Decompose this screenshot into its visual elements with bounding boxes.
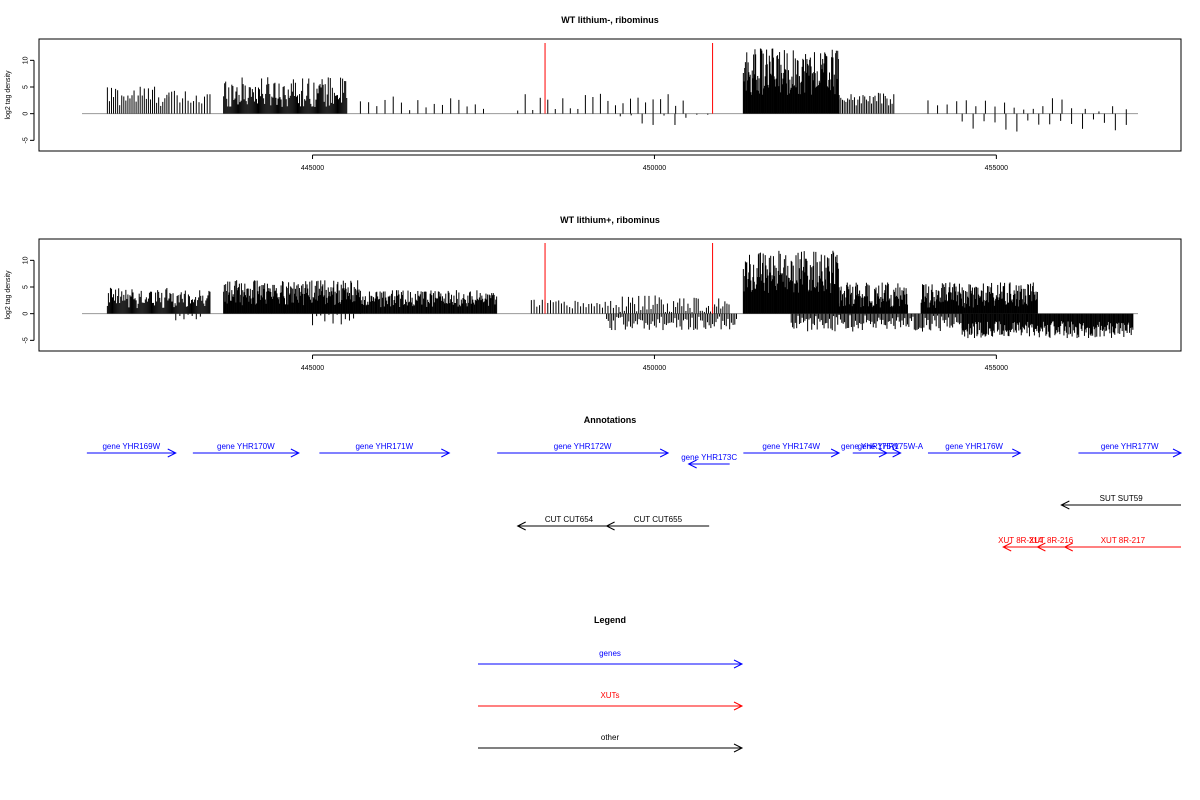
legend-item: genes	[478, 649, 744, 669]
annotation-feature: gene YHR171W	[319, 442, 451, 458]
annotation-features: gene YHR169W gene YHR170W gene YHR171W gene…	[86, 442, 1183, 552]
plot-frame	[38, 238, 1182, 352]
feature-arrowhead	[290, 448, 300, 458]
legend-label: genes	[599, 649, 621, 658]
feature-label: CUT CUT655	[634, 515, 683, 524]
x-tick-label: 455000	[985, 365, 1008, 372]
x-tick-label: 450000	[643, 165, 666, 172]
y-tick-label: 10	[23, 256, 30, 264]
annotation-feature: gene YHR170W	[192, 442, 300, 458]
feature-label: XUT 8R-217	[1101, 536, 1146, 545]
feature-arrowhead	[1012, 448, 1022, 458]
feature-arrowhead	[1060, 500, 1070, 510]
annotation-feature: gene YHR177W	[1078, 442, 1183, 458]
legend-item: other	[478, 733, 744, 753]
annotation-feature: XUT 8R-214	[998, 536, 1043, 552]
annotation-feature: gene YHR169W	[86, 442, 177, 458]
feature-label: gene YHR176W	[945, 442, 1003, 451]
feature-label: gene YHR175W-A	[858, 442, 924, 451]
legend-items: genes XUTs other	[478, 649, 744, 753]
feature-label: XUT 8R-214	[998, 536, 1043, 545]
y-tick-label: 0	[23, 112, 30, 116]
annotation-feature: CUT CUT654	[516, 515, 621, 531]
feature-label: SUT SUT59	[1100, 494, 1144, 503]
plot-frame	[38, 38, 1182, 152]
x-tick-label: 450000	[643, 365, 666, 372]
density-panel-lithium-plus: WT lithium+, ribominus log2 tag density …	[5, 215, 1182, 372]
bars-group	[82, 43, 1138, 132]
annotation-feature: CUT CUT655	[605, 515, 710, 531]
y-tick-label: -5	[23, 337, 30, 343]
y-axis-label: log2 tag density	[5, 70, 12, 120]
y-axis: -5 0 5 10	[23, 56, 35, 143]
bars-group	[82, 243, 1138, 339]
legend-arrowhead	[733, 659, 744, 669]
feature-label: gene YHR175W	[841, 442, 899, 451]
x-tick-label: 455000	[985, 165, 1008, 172]
y-axis-label: log2 tag density	[5, 270, 12, 320]
feature-label: gene YHR170W	[217, 442, 275, 451]
feature-arrowhead	[687, 459, 697, 469]
annotation-feature: gene YHR173C	[681, 453, 737, 469]
feature-arrowhead	[659, 448, 670, 458]
legend-label: other	[601, 733, 620, 742]
feature-arrowhead	[1036, 542, 1046, 552]
feature-label: gene YHR172W	[554, 442, 612, 451]
x-tick-label: 445000	[301, 365, 324, 372]
y-axis: -5 0 5 10	[23, 256, 35, 343]
legend-item: XUTs	[478, 691, 744, 711]
feature-arrowhead	[441, 448, 451, 458]
feature-arrowhead	[1172, 448, 1183, 458]
annotations-track: Annotations gene YHR169W gene YHR170W gene…	[86, 415, 1183, 552]
feature-arrowhead	[167, 448, 177, 458]
legend-label: XUTs	[600, 691, 619, 700]
annotation-feature: SUT SUT59	[1060, 494, 1181, 510]
annotation-feature: gene YHR175W-A	[858, 442, 924, 458]
feature-arrowhead	[830, 448, 841, 458]
annotation-feature: gene YHR176W	[927, 442, 1022, 458]
annotation-feature: XUT 8R-217	[1063, 536, 1181, 552]
feature-label: gene YHR174W	[762, 442, 820, 451]
feature-label: gene YHR169W	[102, 442, 160, 451]
feature-arrowhead	[892, 448, 902, 458]
x-axis: 445000 450000 455000	[301, 354, 1008, 372]
feature-label: gene YHR177W	[1101, 442, 1159, 451]
feature-label: gene YHR171W	[355, 442, 413, 451]
panel-title: WT lithium+, ribominus	[560, 215, 660, 225]
feature-label: gene YHR173C	[681, 453, 737, 462]
feature-label: CUT CUT654	[545, 515, 594, 524]
feature-arrowhead	[1063, 542, 1073, 552]
panel-title: WT lithium-, ribominus	[561, 15, 659, 25]
y-tick-label: -5	[23, 137, 30, 143]
y-tick-label: 10	[23, 56, 30, 64]
legend-arrowhead	[733, 701, 744, 711]
annotation-feature: gene YHR174W	[743, 442, 841, 458]
x-axis: 445000 450000 455000	[301, 154, 1008, 172]
annotations-title: Annotations	[584, 415, 637, 425]
annotation-feature: XUT 8R-216	[1029, 536, 1074, 552]
y-tick-label: 5	[23, 85, 30, 89]
legend-title: Legend	[594, 615, 626, 625]
feature-label: XUT 8R-216	[1029, 536, 1074, 545]
x-tick-label: 445000	[301, 165, 324, 172]
feature-arrowhead	[1002, 542, 1012, 552]
legend: Legend genes XUTs other	[478, 615, 744, 753]
y-tick-label: 0	[23, 312, 30, 316]
y-tick-label: 5	[23, 285, 30, 289]
feature-arrowhead	[516, 521, 526, 531]
legend-arrowhead	[733, 743, 744, 753]
density-panel-lithium-minus: WT lithium-, ribominus log2 tag density …	[5, 15, 1182, 172]
annotation-feature: gene YHR172W	[497, 442, 670, 458]
feature-arrowhead	[605, 521, 615, 531]
